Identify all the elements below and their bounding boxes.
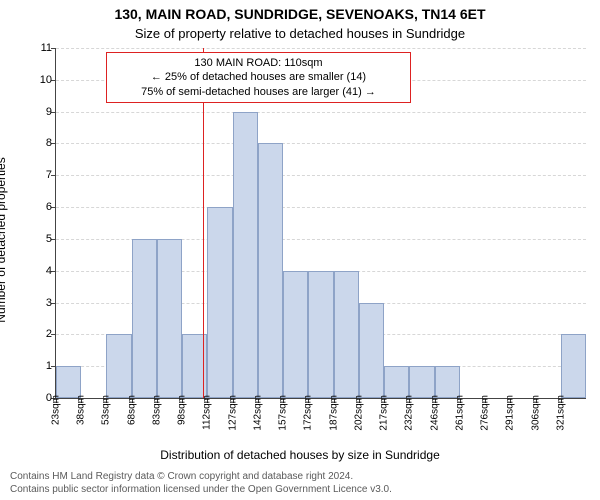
histogram-bar bbox=[106, 334, 131, 398]
xtick-label: 157sqm bbox=[278, 395, 289, 431]
footer-line2: Contains public sector information licen… bbox=[10, 484, 600, 497]
xtick-label: 53sqm bbox=[101, 395, 112, 425]
annotation-line1: 130 MAIN ROAD: 110sqm bbox=[113, 56, 404, 70]
histogram-bar bbox=[207, 207, 232, 398]
gridline-h bbox=[56, 143, 586, 144]
footer: Contains HM Land Registry data © Crown c… bbox=[0, 471, 600, 496]
histogram-bar bbox=[435, 366, 460, 398]
xtick-label: 172sqm bbox=[303, 395, 314, 431]
footer-line1: Contains HM Land Registry data © Crown c… bbox=[10, 471, 600, 484]
xtick-label: 187sqm bbox=[328, 395, 339, 431]
annotation-box: 130 MAIN ROAD: 110sqm← 25% of detached h… bbox=[106, 52, 411, 103]
histogram-bar bbox=[409, 366, 434, 398]
ytick-label: 8 bbox=[32, 137, 52, 149]
ytick-label: 1 bbox=[32, 360, 52, 372]
xtick-label: 232sqm bbox=[404, 395, 415, 431]
histogram-bar bbox=[132, 239, 157, 398]
xtick-label: 306sqm bbox=[530, 395, 541, 431]
xtick-label: 276sqm bbox=[480, 395, 491, 431]
gridline-h bbox=[56, 48, 586, 49]
ytick-label: 7 bbox=[32, 169, 52, 181]
xtick-label: 98sqm bbox=[177, 395, 188, 425]
xtick-label: 291sqm bbox=[505, 395, 516, 431]
ytick-label: 2 bbox=[32, 328, 52, 340]
histogram-bar bbox=[561, 334, 586, 398]
chart-container: 130, MAIN ROAD, SUNDRIDGE, SEVENOAKS, TN… bbox=[0, 0, 600, 500]
y-axis-label: Number of detached properties bbox=[8, 75, 22, 240]
ytick-label: 0 bbox=[32, 392, 52, 404]
ytick-label: 10 bbox=[32, 74, 52, 86]
histogram-bar bbox=[56, 366, 81, 398]
ytick-label: 11 bbox=[32, 42, 52, 54]
xtick-label: 127sqm bbox=[227, 395, 238, 431]
histogram-bar bbox=[334, 271, 359, 398]
gridline-h bbox=[56, 112, 586, 113]
xtick-label: 23sqm bbox=[51, 395, 62, 425]
histogram-bar bbox=[359, 303, 384, 398]
chart-title: 130, MAIN ROAD, SUNDRIDGE, SEVENOAKS, TN… bbox=[0, 6, 600, 22]
annotation-line2: ← 25% of detached houses are smaller (14… bbox=[113, 70, 404, 84]
histogram-bar bbox=[157, 239, 182, 398]
plot-area: 0123456789101123sqm38sqm53sqm68sqm83sqm9… bbox=[55, 48, 586, 399]
ytick-label: 5 bbox=[32, 233, 52, 245]
gridline-h bbox=[56, 175, 586, 176]
xtick-label: 246sqm bbox=[429, 395, 440, 431]
xtick-label: 142sqm bbox=[252, 395, 263, 431]
xtick-label: 321sqm bbox=[555, 395, 566, 431]
ytick-label: 9 bbox=[32, 106, 52, 118]
chart-subtitle: Size of property relative to detached ho… bbox=[0, 26, 600, 41]
histogram-bar bbox=[283, 271, 308, 398]
gridline-h bbox=[56, 207, 586, 208]
ytick-label: 4 bbox=[32, 265, 52, 277]
xtick-label: 261sqm bbox=[454, 395, 465, 431]
xtick-label: 202sqm bbox=[353, 395, 364, 431]
histogram-bar bbox=[384, 366, 409, 398]
histogram-bar bbox=[258, 143, 283, 398]
annotation-line3: 75% of semi-detached houses are larger (… bbox=[113, 85, 404, 99]
x-axis-label: Distribution of detached houses by size … bbox=[0, 448, 600, 462]
xtick-label: 217sqm bbox=[379, 395, 390, 431]
xtick-label: 83sqm bbox=[151, 395, 162, 425]
xtick-label: 38sqm bbox=[76, 395, 87, 425]
ytick-label: 3 bbox=[32, 297, 52, 309]
histogram-bar bbox=[233, 112, 258, 398]
histogram-bar bbox=[308, 271, 333, 398]
xtick-label: 112sqm bbox=[202, 395, 213, 430]
xtick-label: 68sqm bbox=[126, 395, 137, 425]
ytick-label: 6 bbox=[32, 201, 52, 213]
